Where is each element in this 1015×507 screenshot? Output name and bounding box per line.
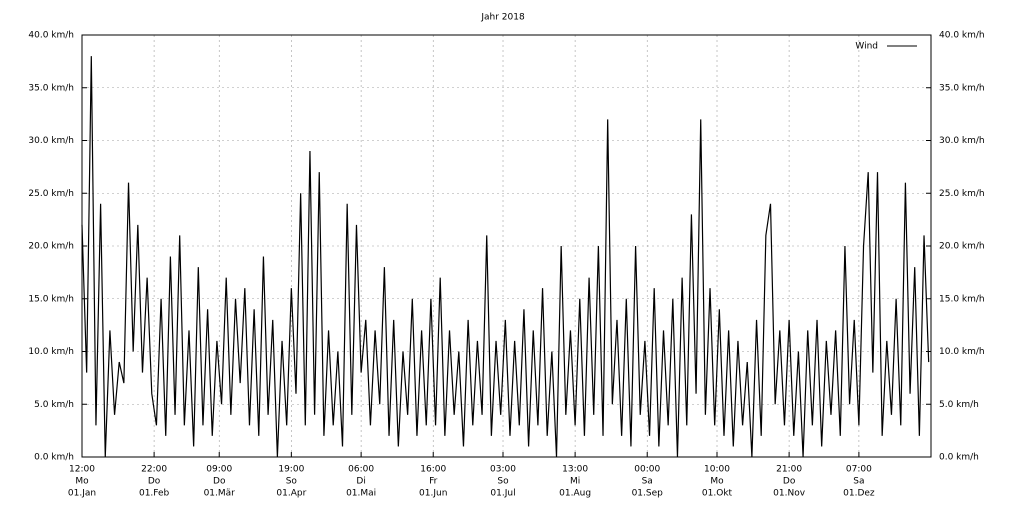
x-tick-label: Fr — [429, 477, 438, 487]
y-tick-label: 15.0 km/h — [28, 294, 74, 304]
x-tick-label: 01.Nov — [773, 489, 806, 499]
x-tick-label: 07:00 — [846, 465, 872, 475]
x-tick-label: 01.Feb — [139, 489, 170, 499]
y-tick-label: 10.0 km/h — [28, 347, 74, 357]
y2-tick-label: 40.0 km/h — [939, 31, 985, 41]
x-tick-label: 10:00 — [704, 465, 730, 475]
legend-label: Wind — [855, 42, 878, 52]
x-tick-label: 06:00 — [348, 465, 374, 475]
x-tick-label: 01.Mai — [346, 489, 376, 499]
x-tick-label: 09:00 — [206, 465, 232, 475]
y2-tick-label: 35.0 km/h — [939, 83, 985, 93]
x-tick-label: 01.Apr — [276, 489, 306, 499]
x-tick-label: 21:00 — [776, 465, 802, 475]
x-tick-label: 12:00 — [69, 465, 95, 475]
y2-tick-label: 5.0 km/h — [939, 400, 979, 410]
x-tick-label: 22:00 — [141, 465, 167, 475]
x-tick-label: Sa — [642, 477, 653, 487]
x-tick-label: Mo — [75, 477, 89, 487]
y2-tick-label: 30.0 km/h — [939, 136, 985, 146]
x-tick-label: 01.Aug — [559, 489, 591, 499]
x-tick-label: Do — [783, 477, 796, 487]
y2-tick-label: 20.0 km/h — [939, 242, 985, 252]
x-tick-label: 01.Dez — [843, 489, 875, 499]
y2-tick-label: 15.0 km/h — [939, 294, 985, 304]
x-tick-label: 01.Jul — [490, 489, 515, 499]
y-tick-label: 40.0 km/h — [28, 31, 74, 41]
x-tick-label: Do — [213, 477, 226, 487]
x-tick-label: Mi — [570, 477, 580, 487]
y2-tick-label: 0.0 km/h — [939, 453, 979, 463]
y2-tick-label: 25.0 km/h — [939, 189, 985, 199]
x-tick-label: 19:00 — [278, 465, 304, 475]
x-tick-label: Sa — [853, 477, 864, 487]
x-tick-label: So — [497, 477, 509, 487]
y-tick-label: 35.0 km/h — [28, 83, 74, 93]
x-tick-label: Di — [356, 477, 365, 487]
x-tick-label: 01.Jan — [68, 489, 96, 499]
plot-frame — [81, 34, 932, 458]
chart-title: Jahr 2018 — [480, 13, 525, 23]
x-tick-label: 13:00 — [562, 465, 588, 475]
y-tick-label: 5.0 km/h — [34, 400, 74, 410]
x-tick-label: 01.Okt — [702, 489, 733, 499]
x-tick-label: 01.Jun — [419, 489, 447, 499]
data-line — [81, 56, 930, 458]
y-tick-label: 25.0 km/h — [28, 189, 74, 199]
y-tick-label: 0.0 km/h — [34, 453, 74, 463]
x-tick-label: Mo — [710, 477, 724, 487]
x-tick-label: 03:00 — [490, 465, 516, 475]
x-tick-label: 00:00 — [634, 465, 660, 475]
x-tick-label: 01.Sep — [632, 489, 664, 499]
y-tick-label: 20.0 km/h — [28, 242, 74, 252]
x-tick-label: So — [286, 477, 298, 487]
x-tick-label: Do — [148, 477, 161, 487]
y2-tick-label: 10.0 km/h — [939, 347, 985, 357]
x-tick-label: 01.Mär — [204, 489, 236, 499]
y-tick-label: 30.0 km/h — [28, 136, 74, 146]
x-tick-label: 16:00 — [420, 465, 446, 475]
